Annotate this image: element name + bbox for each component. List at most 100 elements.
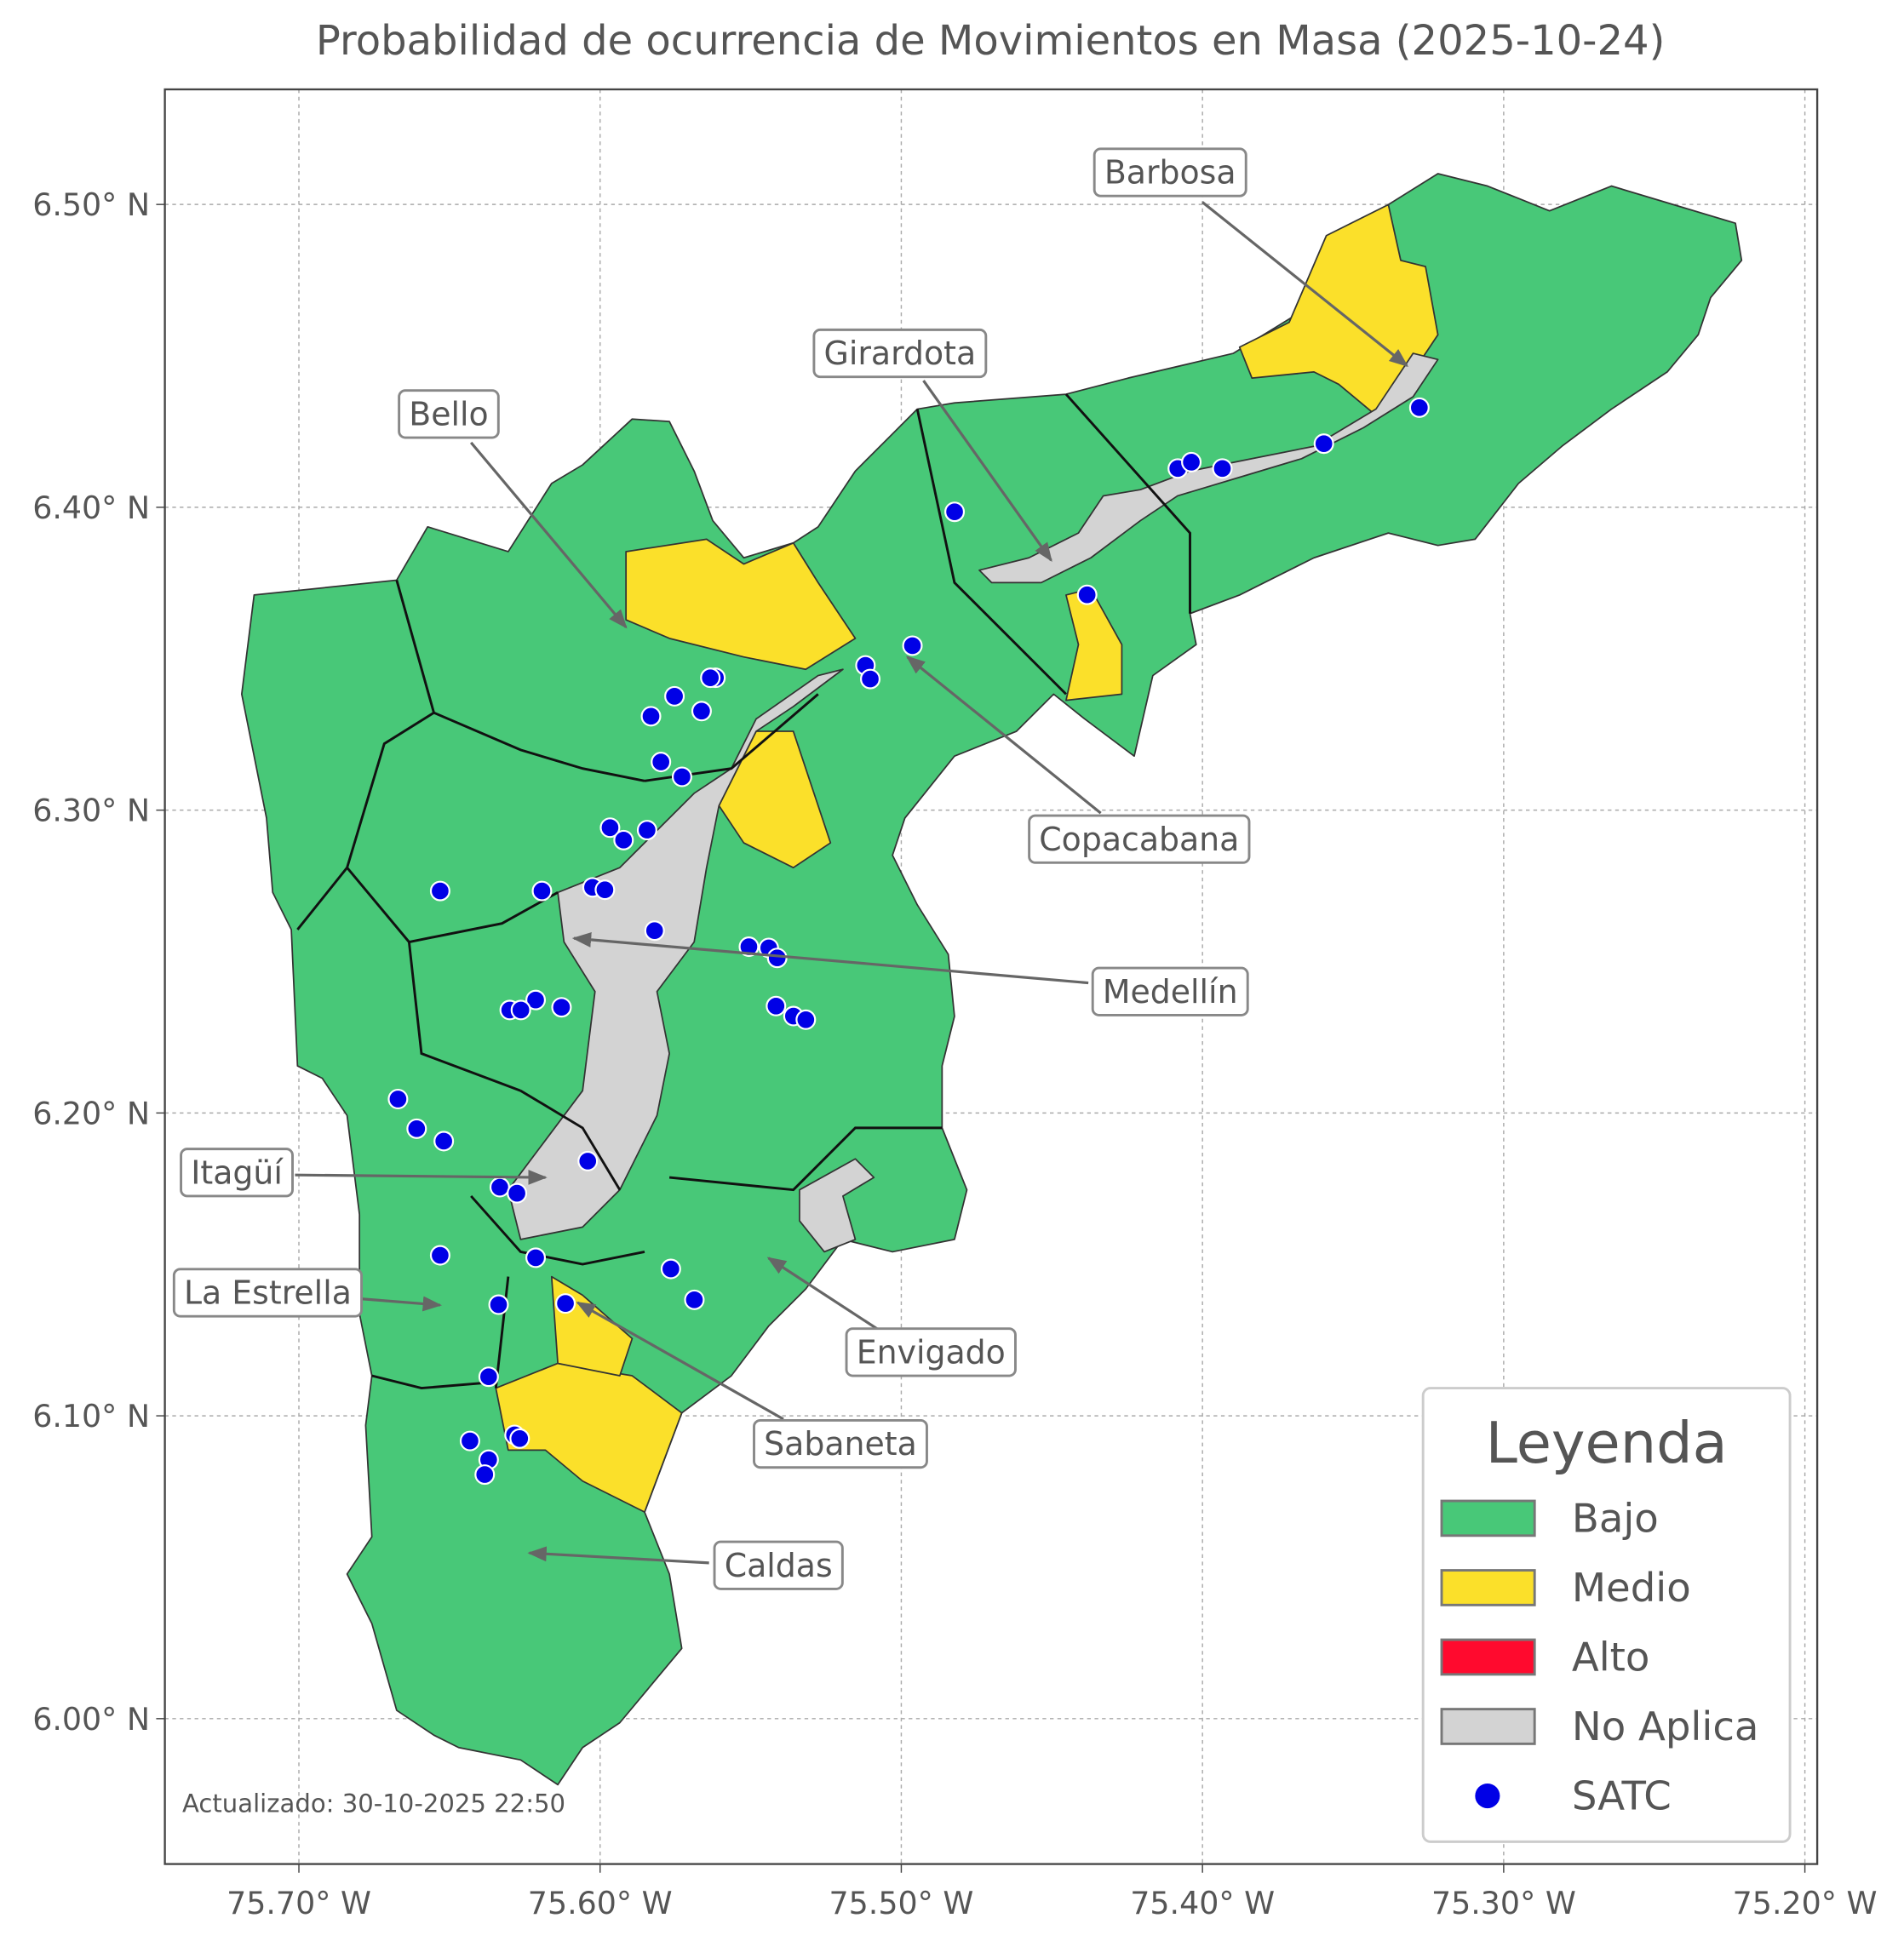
- satc-point: [433, 1131, 455, 1152]
- annotation-label: Itagüí: [191, 1154, 284, 1191]
- satc-point: [684, 1289, 705, 1310]
- annotation: Envigado: [845, 1327, 1017, 1377]
- satc-point: [525, 1247, 547, 1268]
- annotation: Barbosa: [1093, 147, 1247, 198]
- annotation-arrow: [905, 656, 1102, 815]
- legend-label: No Aplica: [1572, 1703, 1759, 1749]
- x-tick-label: 75.30° W: [1431, 1885, 1576, 1921]
- y-tick-label: 6.10° N: [32, 1398, 150, 1434]
- x-tick-label: 75.40° W: [1130, 1885, 1275, 1921]
- annotation-arrow: [1201, 201, 1409, 368]
- satc-point: [1076, 584, 1098, 605]
- legend-label: Bajo: [1572, 1495, 1659, 1541]
- satc-point: [594, 879, 616, 901]
- y-tick-label: 6.20° N: [32, 1095, 150, 1131]
- annotation-arrow: [469, 441, 628, 629]
- satc-point: [664, 685, 685, 707]
- annotation-label: Medellín: [1103, 973, 1238, 1011]
- border: [296, 393, 1191, 1390]
- legend-swatch: [1440, 1499, 1536, 1537]
- annotation: Sabaneta: [753, 1418, 928, 1469]
- satc-point: [651, 752, 672, 773]
- annotation-label: Envigado: [857, 1333, 1006, 1371]
- satc-point: [459, 1430, 480, 1451]
- y-tick-label: 6.50° N: [32, 186, 150, 223]
- annotation-label: La Estrella: [184, 1274, 352, 1312]
- satc-point: [429, 1245, 450, 1266]
- annotation: La Estrella: [172, 1268, 364, 1318]
- annotation: Copacabana: [1028, 814, 1251, 864]
- region-no-aplica: [507, 668, 844, 1240]
- satc-point: [671, 766, 692, 787]
- annotation-box: [180, 1148, 294, 1198]
- annotation-box: [1093, 147, 1247, 198]
- region-no-aplica: [799, 1158, 875, 1253]
- annotation-label: Caldas: [725, 1547, 833, 1584]
- legend-swatch: [1440, 1569, 1536, 1606]
- region-medio: [718, 730, 832, 869]
- satc-point: [509, 1428, 530, 1449]
- satc-point: [531, 880, 553, 902]
- y-tick-label: 6.30° N: [32, 793, 150, 829]
- annotation-label: Bello: [409, 395, 488, 432]
- x-tick-label: 75.70° W: [227, 1885, 371, 1921]
- satc-point: [795, 1009, 817, 1030]
- annotation: Medellín: [1091, 966, 1249, 1016]
- annotation: Girardota: [812, 328, 988, 379]
- annotation-box: [1091, 966, 1249, 1016]
- annotation-arrow: [576, 1301, 784, 1421]
- annotation-arrow: [527, 1546, 709, 1565]
- satc-point: [902, 635, 923, 656]
- satc-point: [636, 820, 657, 841]
- satc-point: [944, 501, 966, 523]
- legend-swatch: [1440, 1708, 1536, 1745]
- map-title: Probabilidad de ocurrencia de Movimiento…: [316, 17, 1665, 65]
- satc-point: [525, 989, 547, 1011]
- legend-label: Alto: [1572, 1634, 1650, 1680]
- satc-point: [488, 1294, 509, 1315]
- annotation-label: Girardota: [824, 335, 977, 372]
- satc-point: [640, 706, 662, 727]
- annotation-box: [753, 1418, 928, 1469]
- region-no-aplica: [978, 352, 1439, 584]
- satc-point: [551, 997, 572, 1018]
- satc-point: [387, 1088, 409, 1110]
- legend-swatch: [1440, 1638, 1536, 1676]
- satc-point: [474, 1464, 496, 1486]
- x-tick-label: 75.60° W: [528, 1885, 673, 1921]
- annotation-box: [398, 389, 500, 439]
- legend-title: Leyenda: [1486, 1410, 1728, 1476]
- annotation-arrow: [922, 380, 1052, 562]
- satc-point: [489, 1177, 510, 1198]
- annotation: Itagüí: [180, 1148, 294, 1198]
- satc-point: [691, 701, 712, 722]
- annotation-label: Barbosa: [1104, 154, 1236, 192]
- satc-point: [429, 880, 450, 902]
- region-medio: [625, 538, 857, 671]
- satc-point: [738, 936, 760, 958]
- satc-point: [599, 817, 621, 839]
- annotation-box: [845, 1327, 1017, 1377]
- legend-label: SATC: [1572, 1773, 1672, 1819]
- annotation-label: Copacabana: [1039, 821, 1239, 858]
- satc-point: [766, 948, 788, 969]
- annotation: Caldas: [713, 1540, 844, 1590]
- satc-point: [478, 1366, 499, 1388]
- municipal-borders: [296, 393, 1191, 1390]
- legend-marker: [1475, 1783, 1500, 1809]
- satc-point: [1212, 458, 1233, 479]
- annotation-label: Sabaneta: [764, 1425, 917, 1463]
- satc-point: [766, 995, 787, 1016]
- satc-point: [507, 1182, 528, 1204]
- legend-label: Medio: [1572, 1565, 1691, 1611]
- annotation-arrow: [766, 1257, 884, 1334]
- satc-point: [406, 1118, 427, 1139]
- satc-point: [555, 1293, 576, 1314]
- satc-point: [860, 668, 881, 690]
- annotation: Bello: [398, 389, 500, 439]
- satc-point: [1181, 451, 1202, 472]
- satc-point: [1313, 433, 1334, 455]
- annotation-box: [812, 328, 988, 379]
- satc-point: [577, 1150, 599, 1171]
